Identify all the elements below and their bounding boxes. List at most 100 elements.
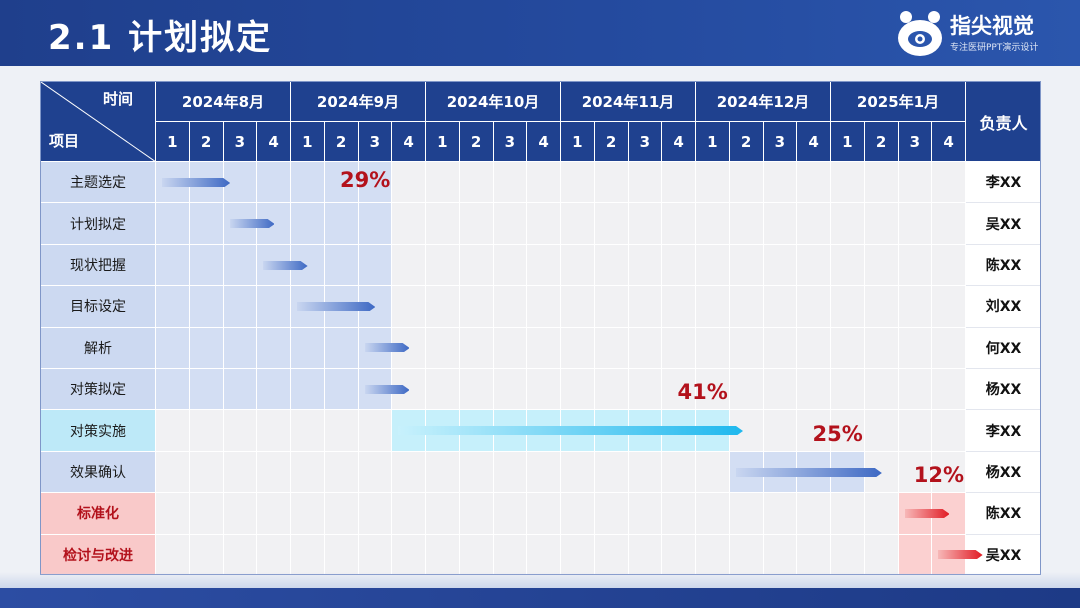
month-header: 2025年1月 (831, 82, 966, 122)
gantt-cell (662, 493, 696, 535)
gantt-cell (763, 244, 798, 287)
phase-percent: 29% (339, 168, 391, 192)
gantt-cell (459, 327, 494, 369)
gantt-cell (729, 327, 764, 369)
gantt-cell (797, 369, 831, 411)
gantt-cell (459, 451, 494, 494)
week-header: 3 (493, 122, 528, 162)
gantt-cell (257, 451, 291, 494)
gantt-cell (426, 327, 460, 369)
gantt-cell (426, 451, 460, 494)
gantt-cell (358, 534, 393, 574)
gantt-cell (763, 493, 798, 535)
gantt-cell (594, 493, 629, 535)
gantt-cell (324, 410, 359, 452)
gantt-cell (493, 327, 528, 369)
gantt-cell (459, 493, 494, 535)
week-header: 1 (831, 122, 865, 162)
gantt-cell (696, 203, 730, 245)
month-header: 2024年8月 (156, 82, 291, 122)
gantt-cell (493, 369, 528, 411)
gantt-cell (459, 244, 494, 287)
gantt-cell (729, 203, 764, 245)
gantt-cell (527, 451, 561, 494)
gantt-cell (392, 534, 426, 574)
gantt-cell (932, 369, 966, 411)
gantt-cell (189, 451, 224, 494)
month-header: 2024年11月 (561, 82, 696, 122)
gantt-cell (358, 203, 393, 245)
gantt-cell (189, 410, 224, 452)
gantt-cell (628, 369, 663, 411)
gantt-cell (324, 327, 359, 369)
gantt-cell (932, 244, 966, 287)
gantt-cell (189, 286, 224, 328)
gantt-cell (864, 162, 899, 204)
gantt-cell (797, 162, 831, 204)
gantt-cell (527, 286, 561, 328)
gantt-cell (898, 534, 933, 574)
week-header: 2 (324, 122, 359, 162)
gantt-cell (696, 162, 730, 204)
gantt-cell (257, 162, 291, 204)
gantt-cell (932, 203, 966, 245)
week-header: 1 (291, 122, 325, 162)
gantt-cell (864, 369, 899, 411)
gantt-cell (797, 327, 831, 369)
gantt-cell (223, 410, 258, 452)
gantt-cell (358, 162, 393, 204)
gantt-cell (594, 327, 629, 369)
gantt-cell (898, 244, 933, 287)
gantt-cell (156, 203, 190, 245)
task-bar (364, 343, 410, 353)
gantt-cell (763, 534, 798, 574)
gantt-cell (392, 493, 426, 535)
month-header: 2024年10月 (426, 82, 561, 122)
week-header: 3 (628, 122, 663, 162)
gantt-cell (358, 410, 393, 452)
gantt-cell (594, 203, 629, 245)
gantt-cell (729, 244, 764, 287)
gantt-cell (527, 203, 561, 245)
gantt-cell (223, 369, 258, 411)
gantt-cell (594, 162, 629, 204)
gantt-cell (324, 451, 359, 494)
gantt-cell (662, 534, 696, 574)
task-label: 现状把握 (41, 244, 156, 287)
gantt-cell (696, 369, 730, 411)
corner-time-label: 时间 (102, 90, 133, 108)
gantt-cell (223, 327, 258, 369)
task-bar (398, 426, 744, 436)
gantt-cell (729, 534, 764, 574)
gantt-cell (561, 369, 595, 411)
gantt-cell (459, 534, 494, 574)
week-header: 2 (189, 122, 224, 162)
gantt-cell (426, 244, 460, 287)
gantt-cell (628, 534, 663, 574)
task-bar (735, 467, 882, 477)
week-header: 4 (797, 122, 831, 162)
task-bar (364, 384, 410, 394)
gantt-cell (864, 493, 899, 535)
gantt-cell (392, 451, 426, 494)
gantt-cell (189, 369, 224, 411)
week-header: 4 (527, 122, 561, 162)
week-header: 2 (864, 122, 899, 162)
week-header: 1 (156, 122, 190, 162)
gantt-cell (628, 327, 663, 369)
gantt-cell (594, 286, 629, 328)
gantt-cell (561, 203, 595, 245)
gantt-cell (831, 493, 865, 535)
gantt-cell (291, 451, 325, 494)
week-header: 4 (932, 122, 966, 162)
gantt-cell (797, 493, 831, 535)
gantt-cell (527, 369, 561, 411)
phase-percent: 12% (913, 463, 964, 488)
gantt-cell (797, 203, 831, 245)
gantt-cell (662, 286, 696, 328)
gantt-cell (763, 203, 798, 245)
gantt-cell (189, 493, 224, 535)
gantt-cell (696, 451, 730, 494)
task-label: 解析 (41, 327, 156, 369)
task-label: 效果确认 (41, 451, 156, 494)
